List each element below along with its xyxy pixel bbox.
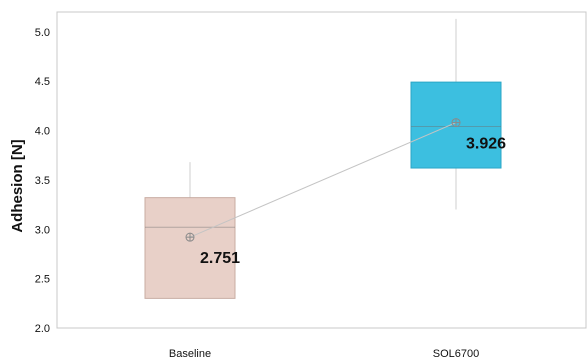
box-group-baseline bbox=[144, 162, 236, 299]
x-axis-ticks: Baseline SOL6700 bbox=[169, 348, 479, 360]
box-rect bbox=[144, 197, 236, 299]
x-tick-label: Baseline bbox=[169, 348, 211, 360]
y-tick-label: 3.0 bbox=[35, 224, 50, 236]
y-axis-ticks: 2.0 2.5 3.0 3.5 4.0 4.5 5.0 bbox=[35, 27, 50, 335]
mean-marker-sol6700: 3.926 bbox=[451, 118, 506, 153]
y-tick-label: 3.5 bbox=[35, 175, 50, 187]
y-tick-label: 4.5 bbox=[35, 76, 50, 88]
y-tick-label: 4.0 bbox=[35, 126, 50, 138]
plot-frame bbox=[56, 11, 587, 329]
mean-value-label: 2.751 bbox=[200, 250, 240, 267]
y-tick-label: 2.0 bbox=[35, 323, 50, 335]
y-axis-label: Adhesion [N] bbox=[9, 139, 26, 232]
mean-value-label: 3.926 bbox=[466, 136, 506, 153]
mean-connect-line bbox=[189, 122, 457, 238]
y-tick-label: 5.0 bbox=[35, 27, 50, 39]
y-tick-label: 2.5 bbox=[35, 274, 50, 286]
means-layer: 2.751 3.926 bbox=[185, 118, 506, 267]
mean-marker-baseline: 2.751 bbox=[185, 232, 240, 267]
x-tick-label: SOL6700 bbox=[433, 348, 479, 360]
